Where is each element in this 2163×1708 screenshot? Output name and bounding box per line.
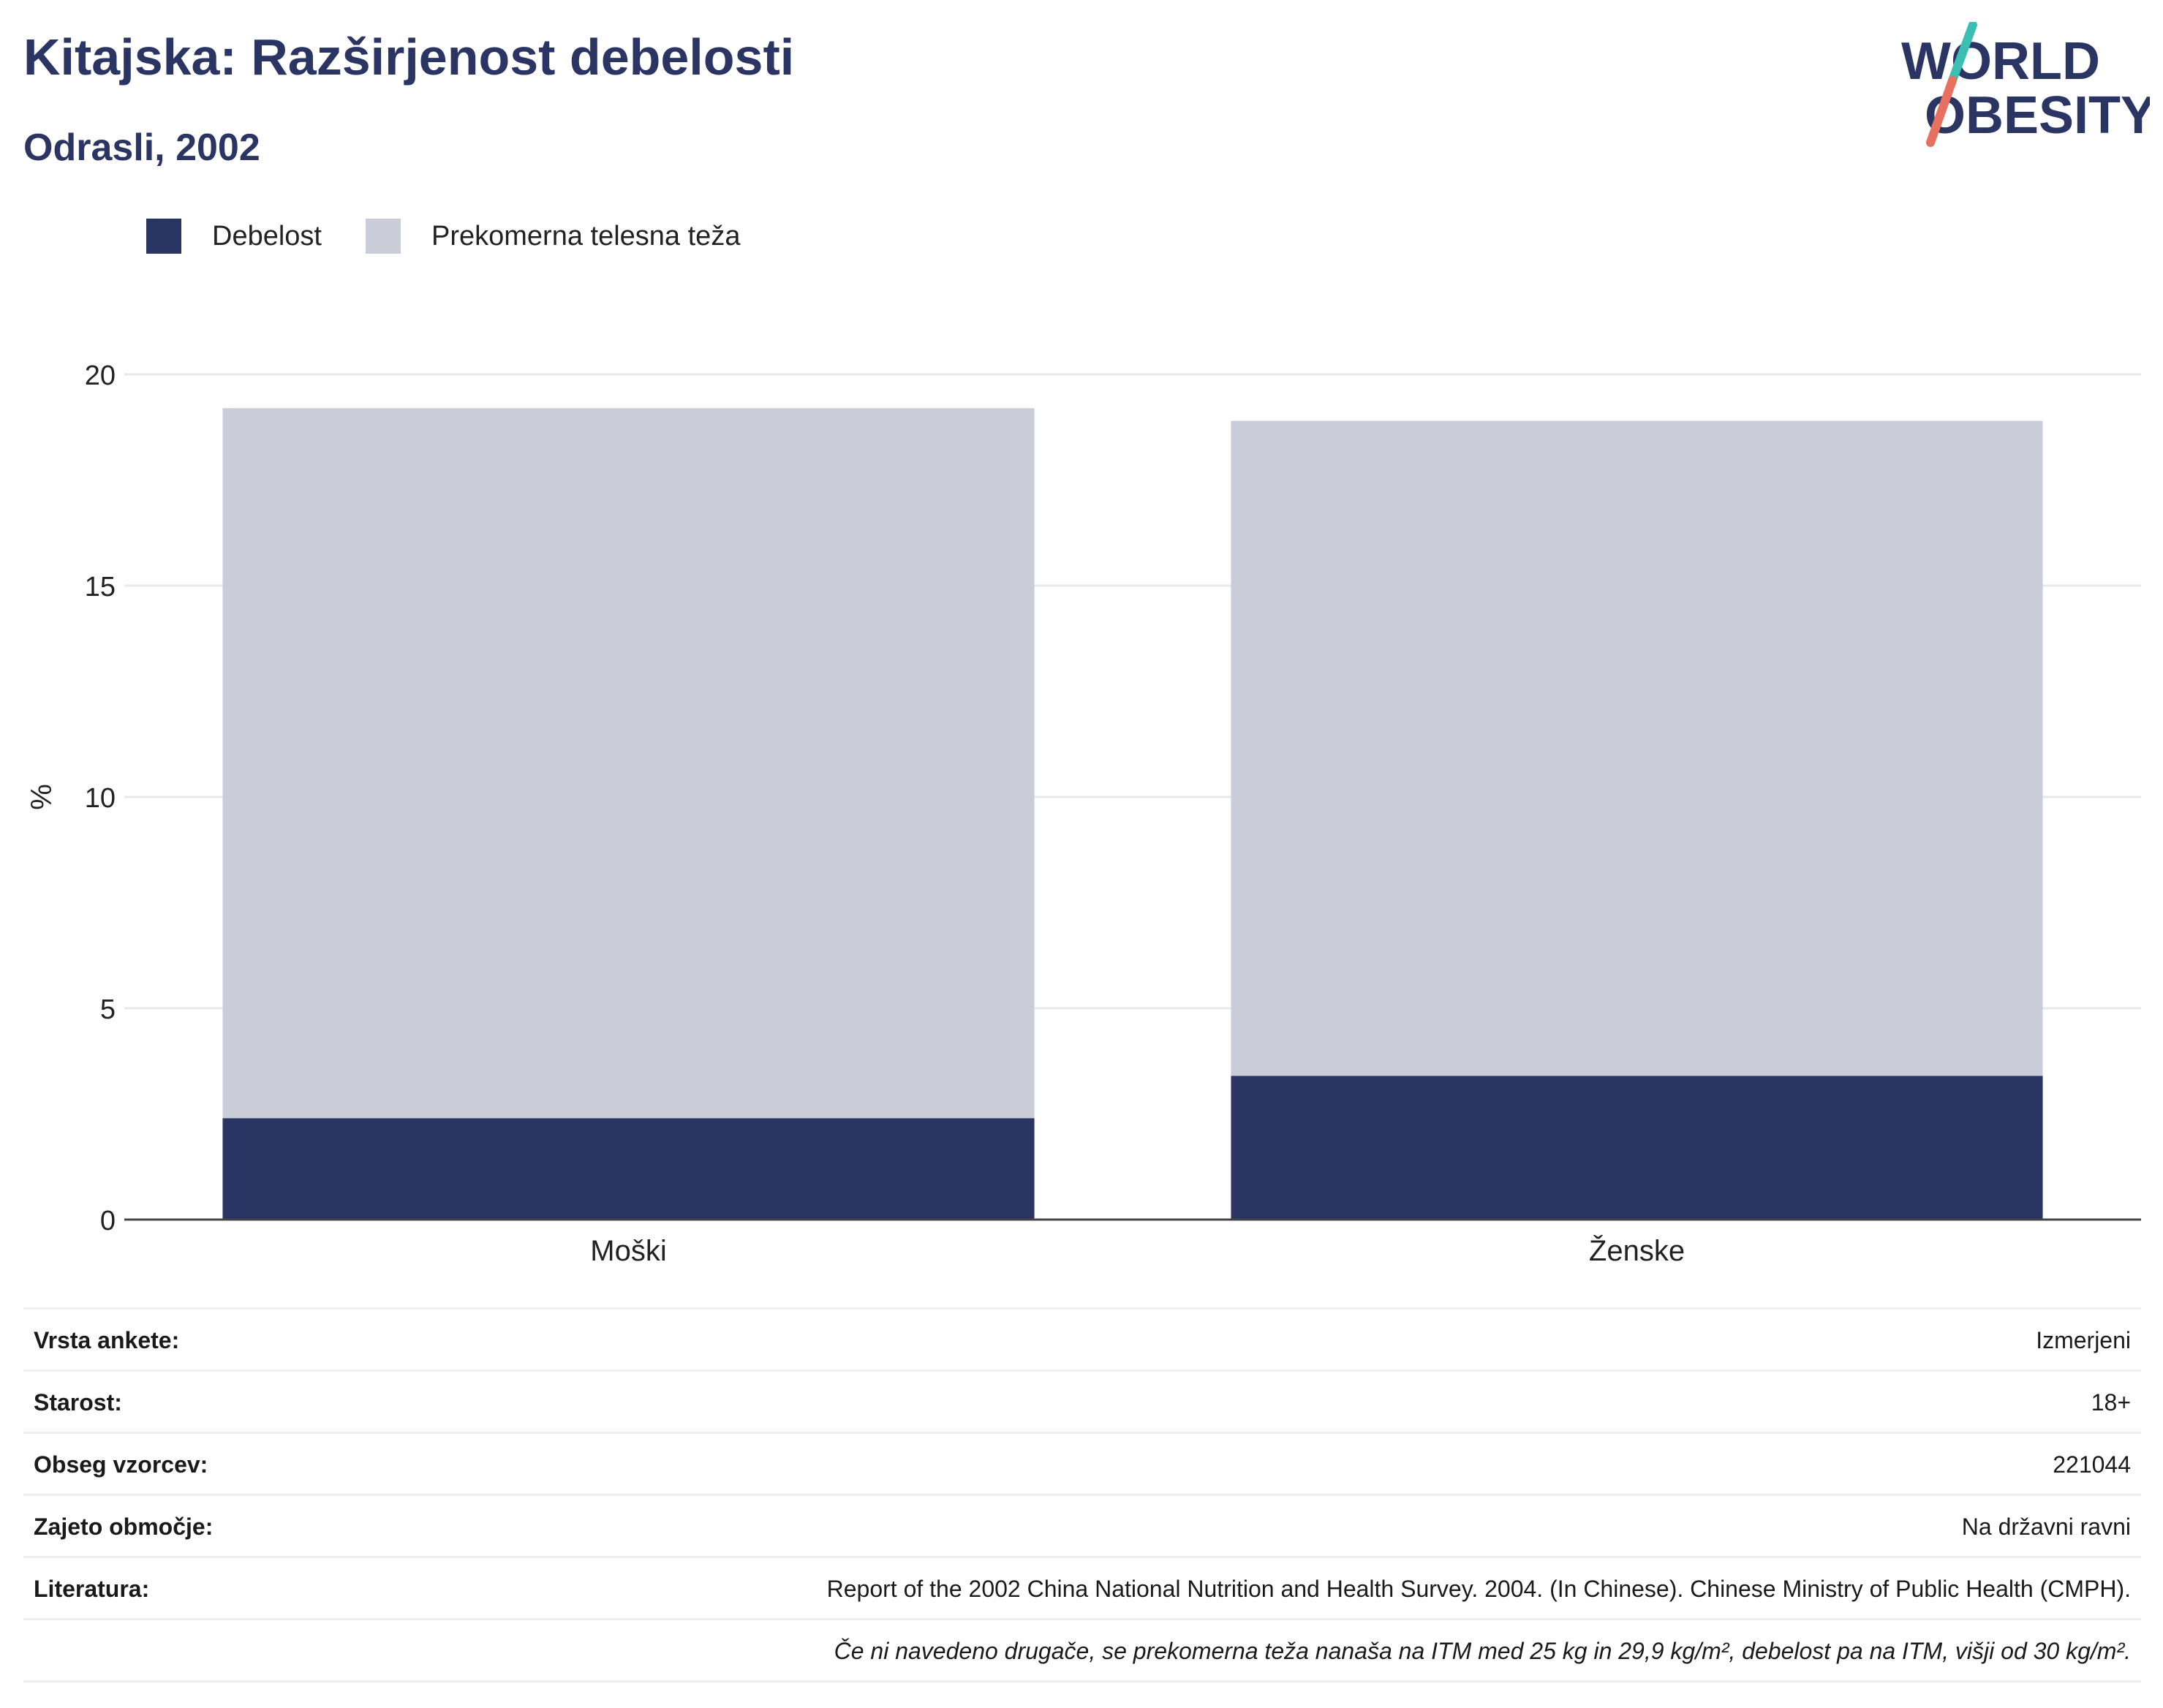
info-row-survey-type: Vrsta ankete: Izmerjeni [23, 1307, 2141, 1369]
y-tick-label: 0 [100, 1206, 116, 1236]
stacked-bar-chart: 0 5 10 15 20% Moški Ženske [26, 360, 2141, 1267]
logo-slash-top [1948, 22, 1977, 85]
legend-swatch-prekomerna [366, 219, 401, 254]
x-tick-label: Moški [590, 1235, 666, 1267]
legend-label-debelost: Debelost [212, 221, 322, 252]
info-label: Starost: [34, 1389, 122, 1416]
bar-debelost-1[interactable] [1231, 1076, 2043, 1220]
chart-title: Kitajska: Razširjenost debelosti [23, 29, 795, 86]
legend-swatch-debelost [146, 219, 181, 254]
info-row-area: Zajeto območje: Na državni ravni [23, 1494, 2141, 1556]
info-value: 18+ [2091, 1389, 2131, 1416]
info-row-reference: Literatura: Report of the 2002 China Nat… [23, 1556, 2141, 1618]
survey-info-table: Vrsta ankete: Izmerjeni Starost: 18+ Obs… [23, 1307, 2141, 1682]
chart-subtitle: Odrasli, 2002 [23, 126, 260, 169]
y-tick-label: 5 [100, 994, 116, 1025]
info-value: 221044 [2053, 1451, 2131, 1478]
info-row-age: Starost: 18+ [23, 1369, 2141, 1432]
logo-slash-bottom [1926, 76, 1957, 147]
info-label: Vrsta ankete: [34, 1327, 180, 1353]
info-label: Literatura: [34, 1576, 150, 1602]
info-value: Na državni ravni [1961, 1514, 2131, 1540]
logo-line2: OBESITY [1925, 86, 2150, 145]
y-tick-label: 20 [85, 360, 116, 391]
bar-prekomerna-0[interactable] [222, 408, 1035, 1119]
bar-debelost-0[interactable] [222, 1118, 1035, 1220]
legend-label-prekomerna: Prekomerna telesna teža [431, 221, 741, 252]
info-label: Obseg vzorcev: [34, 1451, 208, 1478]
y-tick-label: 10 [85, 783, 116, 814]
world-obesity-logo: WORLD OBESITY [1901, 22, 2150, 147]
definition-note: Če ni navedeno drugače, se prekomerna te… [834, 1638, 2131, 1664]
info-row-note: Če ni navedeno drugače, se prekomerna te… [23, 1618, 2141, 1682]
x-tick-label: Ženske [1589, 1234, 1685, 1267]
info-value: Izmerjeni [2036, 1327, 2131, 1353]
info-label: Zajeto območje: [34, 1514, 214, 1540]
info-value[interactable]: Report of the 2002 China National Nutrit… [826, 1576, 2131, 1602]
logo-line1: WORLD [1901, 32, 2100, 91]
y-axis-label: % [26, 784, 58, 810]
y-tick-label: 15 [85, 572, 116, 602]
bar-prekomerna-1[interactable] [1231, 420, 2043, 1076]
info-row-sample-size: Obseg vzorcev: 221044 [23, 1432, 2141, 1494]
